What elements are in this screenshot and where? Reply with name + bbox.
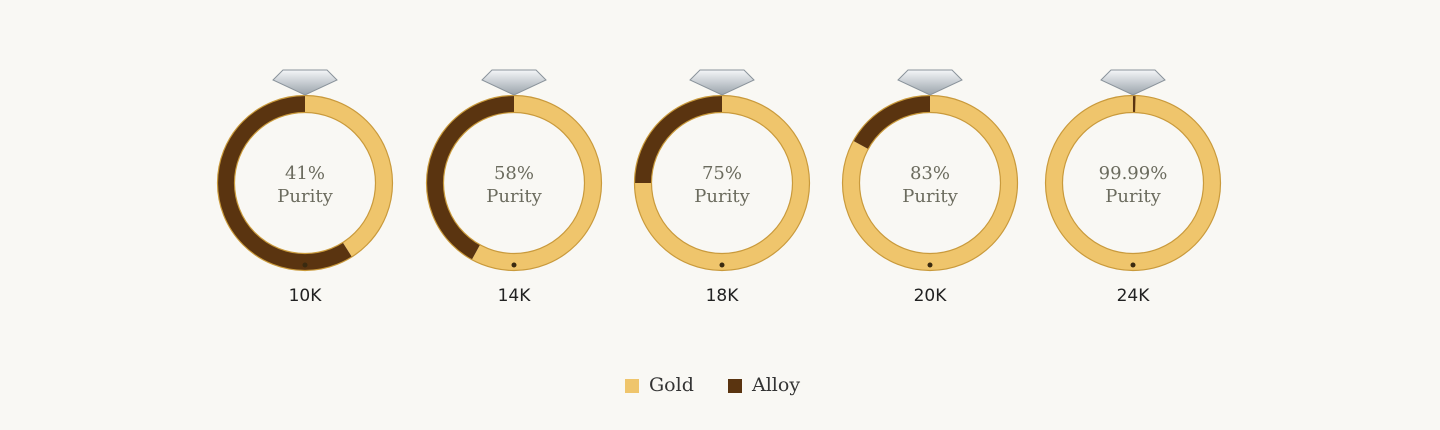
diamond <box>897 69 963 96</box>
purity-value: 75% <box>702 163 742 184</box>
purity-caption: Purity <box>694 186 750 207</box>
purity-value: 83% <box>910 163 950 184</box>
ring-segment <box>1045 95 1221 271</box>
purity-caption: Purity <box>486 186 542 207</box>
ring-segment <box>853 95 931 150</box>
category-label: 10K <box>289 286 323 306</box>
ring-edge <box>650 111 794 255</box>
purity-value: 41% <box>285 163 325 184</box>
purity-caption: Purity <box>277 186 333 207</box>
diamond <box>689 69 755 96</box>
legend-label: Alloy <box>751 374 800 396</box>
ring-segment <box>426 95 515 260</box>
purity-caption: Purity <box>1105 186 1161 207</box>
category-label: 14K <box>498 286 532 306</box>
category-label: 18K <box>706 286 740 306</box>
ring-stud <box>719 262 725 268</box>
ring-edge <box>1061 111 1205 255</box>
ring-segment <box>634 95 810 271</box>
purity-caption: Purity <box>902 186 958 207</box>
diamond <box>481 69 547 96</box>
ring-edge <box>858 111 1002 255</box>
purity-value: 99.99% <box>1099 163 1168 184</box>
diamond <box>1100 69 1166 96</box>
ring-segment <box>634 95 723 184</box>
ring-segment <box>842 95 1018 271</box>
legend-label: Gold <box>649 374 694 396</box>
ring-segment <box>304 95 393 257</box>
ring-segment <box>217 95 352 271</box>
legend-swatch <box>728 379 742 393</box>
category-label: 24K <box>1117 286 1151 306</box>
diamond <box>272 69 338 96</box>
ring-edge <box>442 111 586 255</box>
ring-segment <box>471 95 602 271</box>
ring-stud <box>302 262 308 268</box>
category-label: 20K <box>914 286 948 306</box>
legend-swatch <box>625 379 639 393</box>
ring-stud <box>927 262 933 268</box>
purity-value: 58% <box>494 163 534 184</box>
ring-edge <box>233 111 377 255</box>
ring-stud <box>1130 262 1136 268</box>
ring-stud <box>511 262 517 268</box>
